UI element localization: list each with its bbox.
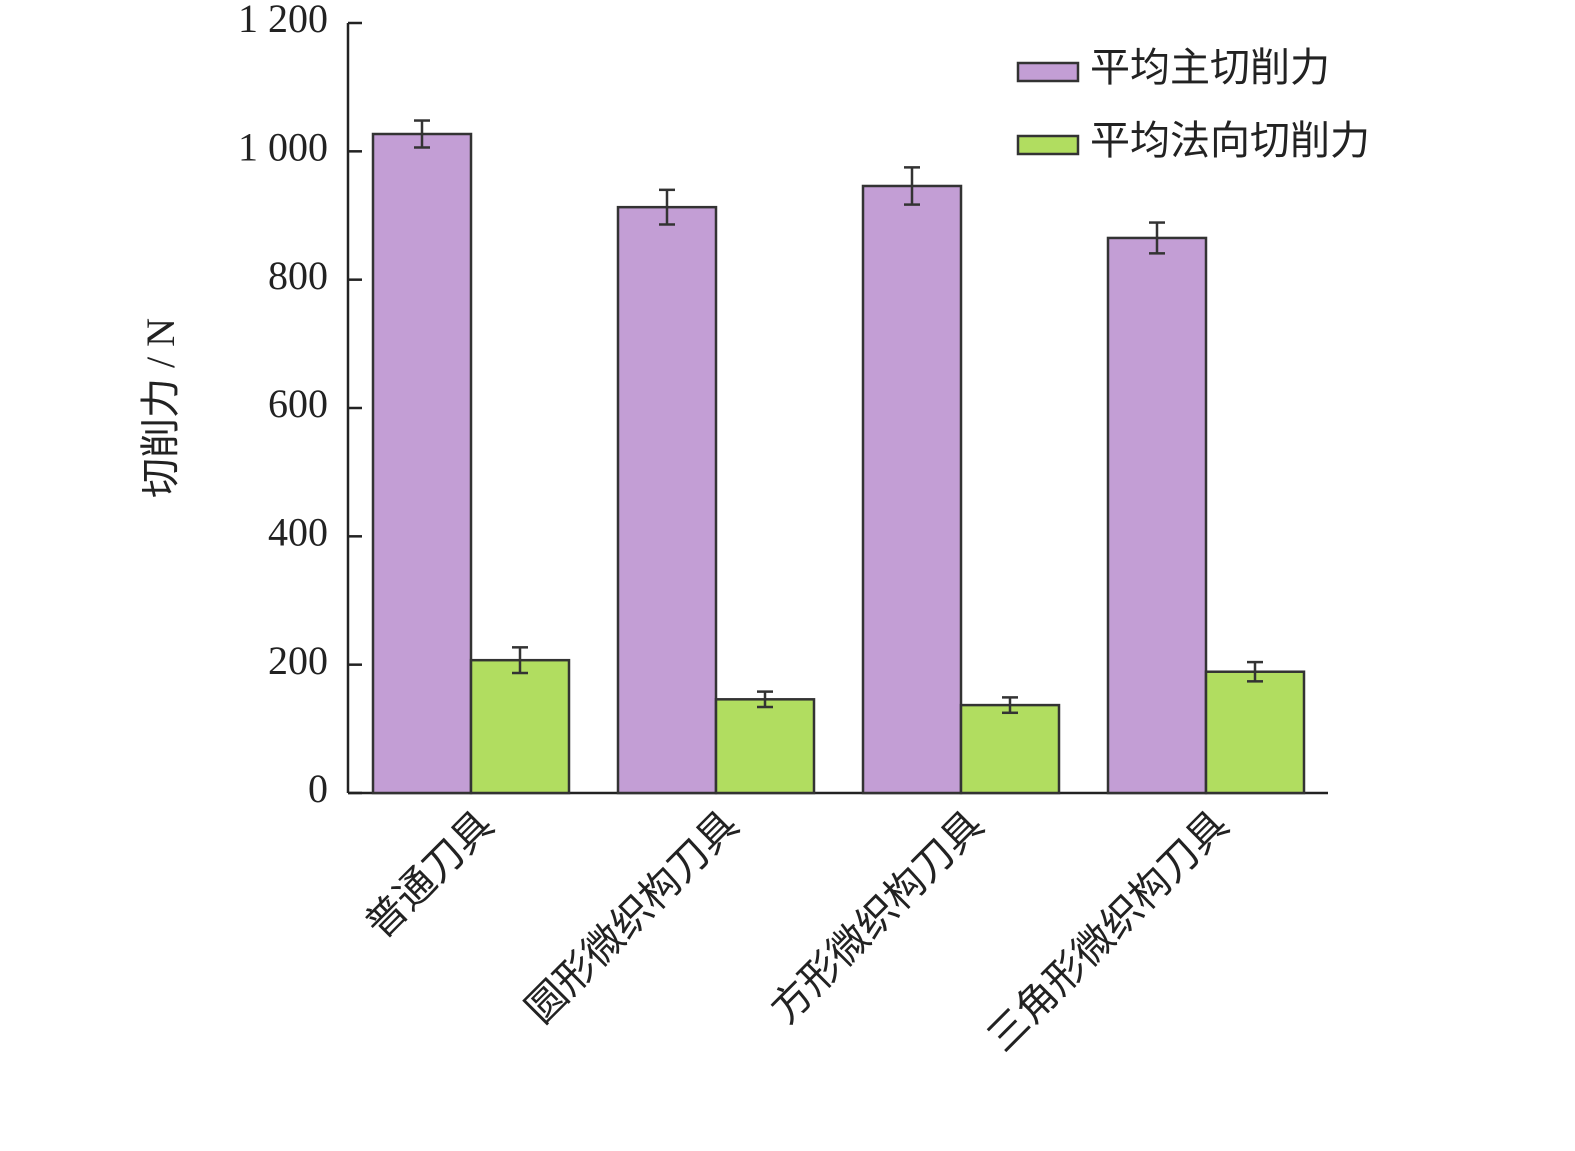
legend-label: 平均法向切削力 — [1090, 118, 1370, 163]
error-bar — [414, 119, 430, 149]
error-bar — [757, 690, 773, 709]
y-tick-label: 200 — [268, 638, 328, 683]
bar — [861, 184, 963, 795]
x-tick-label: 圆形微织构刀具 — [517, 802, 747, 1032]
y-tick-label: 1 200 — [238, 0, 328, 41]
x-tick-label: 方形微织构刀具 — [762, 802, 992, 1032]
error-bar — [512, 646, 528, 675]
error-bar — [1002, 696, 1018, 715]
y-tick-label: 0 — [308, 766, 328, 811]
error-bar — [904, 166, 920, 206]
legend-label: 平均主切削力 — [1090, 45, 1330, 90]
x-tick-label: 三角形微织构刀具 — [979, 802, 1237, 1060]
y-tick-label: 800 — [268, 253, 328, 298]
error-bar — [1149, 221, 1165, 255]
bar — [959, 703, 1061, 795]
bar — [469, 658, 571, 795]
y-tick-label: 1 000 — [238, 125, 328, 170]
bar — [1106, 236, 1208, 795]
legend-swatch — [1016, 61, 1080, 83]
error-bar — [659, 188, 675, 226]
legend-swatch — [1016, 134, 1080, 156]
y-tick-label: 600 — [268, 381, 328, 426]
bar — [714, 698, 816, 795]
x-tick-label: 普通刀具 — [357, 802, 502, 947]
y-axis-label: 切削力 / N — [138, 318, 183, 498]
bar — [616, 205, 718, 795]
y-tick-label: 400 — [268, 510, 328, 555]
bar — [1204, 670, 1306, 795]
error-bar — [1247, 660, 1263, 683]
bar — [371, 132, 473, 795]
